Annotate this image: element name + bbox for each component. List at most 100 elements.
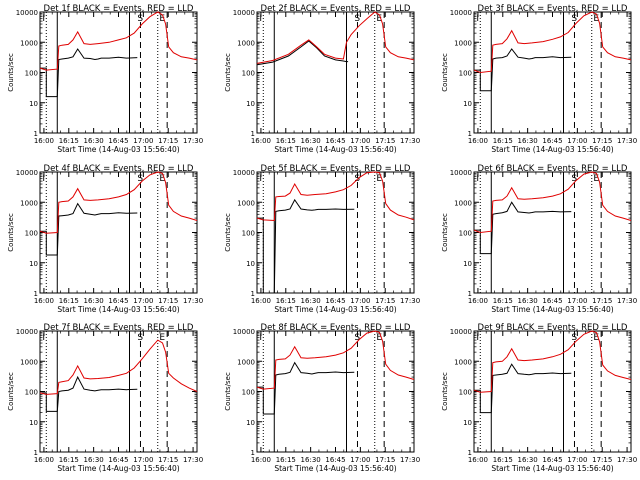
- plot-panel-8: Det 8f BLACK = Events, RED = LLD 1 10 100 10…: [224, 323, 420, 473]
- plot-frame: [39, 330, 198, 453]
- interval-marker-label: I: [42, 174, 45, 184]
- x-tick-label: 17:30: [400, 137, 420, 145]
- events-series-line: [474, 363, 572, 414]
- x-tick-label: 16:00: [34, 137, 54, 145]
- x-tick-label: 17:15: [592, 456, 612, 464]
- x-tick-label: 17:15: [158, 297, 178, 305]
- plot-panel-5: Det 5f BLACK = Events, RED = LLD 1 10 100 10…: [224, 164, 420, 314]
- plot-frame: [256, 171, 415, 294]
- interval-marker-label: S: [354, 333, 360, 343]
- x-tick-label: 16:00: [251, 456, 271, 464]
- y-tick-label: 10000: [16, 328, 38, 336]
- x-tick-label: 16:00: [251, 297, 271, 305]
- plot-title: Det 9f BLACK = Events, RED = LLD: [478, 323, 628, 333]
- y-tick-label: 10: [29, 100, 38, 108]
- y-tick-label: 10: [246, 260, 255, 268]
- x-tick-label: 16:45: [325, 297, 345, 305]
- x-tick-label: 16:15: [276, 456, 296, 464]
- events-series-line: [256, 40, 349, 66]
- x-tick-label: 17:15: [375, 137, 395, 145]
- interval-marker-label: E: [593, 14, 599, 24]
- y-tick-label: 1000: [237, 199, 255, 207]
- interval-marker-label: S: [137, 333, 143, 343]
- plot-frame: [473, 11, 632, 134]
- y-tick-label: 10000: [16, 169, 38, 177]
- y-tick-label: 1000: [20, 39, 38, 47]
- x-tick-label: 16:30: [84, 137, 104, 145]
- x-tick-label: 17:00: [567, 297, 587, 305]
- x-tick-label: 16:15: [493, 456, 513, 464]
- y-tick-label: 100: [459, 389, 472, 397]
- x-tick-label: 16:45: [542, 137, 562, 145]
- y-tick-label: 10000: [233, 169, 255, 177]
- y-tick-label: 10: [463, 260, 472, 268]
- lld-series-line: [39, 11, 198, 71]
- x-tick-label: 17:15: [158, 456, 178, 464]
- x-tick-label: 16:00: [468, 297, 488, 305]
- y-axis-label: Counts/sec: [441, 53, 449, 92]
- x-tick-label: 16:30: [84, 297, 104, 305]
- x-tick-label: 16:45: [108, 456, 128, 464]
- interval-marker-label: I: [259, 333, 262, 343]
- x-tick-label: 16:45: [108, 297, 128, 305]
- y-axis-label: Counts/sec: [441, 372, 449, 411]
- y-tick-label: 1000: [20, 358, 38, 366]
- y-tick-label: 10000: [233, 328, 255, 336]
- lld-series-line: [39, 171, 198, 234]
- x-tick-label: 16:30: [518, 297, 538, 305]
- y-axis-label: Counts/sec: [441, 213, 449, 252]
- y-tick-label: 100: [25, 230, 38, 238]
- x-tick-label: 16:30: [301, 137, 321, 145]
- y-tick-label: 1: [34, 130, 38, 138]
- interval-marker-label: E: [159, 174, 165, 184]
- x-tick-label: 16:15: [59, 456, 79, 464]
- plot-panel-2: Det 2f BLACK = Events, RED = LLD 1 10 100 10…: [224, 4, 420, 154]
- x-axis-label: Start Time (14-Aug-03 15:56:40): [274, 464, 396, 473]
- x-tick-label: 16:00: [468, 137, 488, 145]
- x-tick-label: 17:30: [400, 456, 420, 464]
- plot-title: Det 8f BLACK = Events, RED = LLD: [261, 323, 411, 333]
- plot-title: Det 4f BLACK = Events, RED = LLD: [44, 164, 194, 174]
- interval-marker-label: E: [159, 14, 165, 24]
- interval-marker-label: S: [571, 333, 577, 343]
- y-tick-label: 1: [34, 290, 38, 298]
- plot-frame: [256, 330, 415, 453]
- y-axis-label: Counts/sec: [224, 372, 232, 411]
- interval-marker-label: I: [476, 333, 479, 343]
- x-tick-label: 17:15: [592, 297, 612, 305]
- x-axis-label: Start Time (14-Aug-03 15:56:40): [491, 305, 613, 314]
- y-tick-label: 100: [242, 230, 255, 238]
- events-series-line: [257, 361, 355, 415]
- x-tick-label: 17:00: [350, 137, 370, 145]
- y-tick-label: 1: [251, 130, 255, 138]
- y-axis-label: Counts/sec: [7, 53, 15, 92]
- x-tick-label: 16:00: [468, 456, 488, 464]
- y-tick-label: 1: [251, 290, 255, 298]
- x-tick-label: 17:30: [617, 137, 637, 145]
- plot-frame: [39, 171, 198, 294]
- x-tick-label: 16:15: [493, 297, 513, 305]
- x-tick-label: 17:00: [350, 456, 370, 464]
- plot-frame: [39, 11, 198, 134]
- x-tick-label: 17:30: [183, 456, 203, 464]
- x-axis-label: Start Time (14-Aug-03 15:56:40): [491, 464, 613, 473]
- interval-marker-label: I: [42, 14, 45, 24]
- y-tick-label: 1: [251, 449, 255, 457]
- lld-series-line: [473, 11, 632, 74]
- plot-frame: [473, 330, 632, 453]
- lld-series-line: [39, 339, 198, 395]
- interval-marker-label: E: [593, 333, 599, 343]
- x-tick-label: 16:00: [34, 456, 54, 464]
- plot-panel-1: Det 1f BLACK = Events, RED = LLD 1 10 100 10…: [7, 4, 203, 154]
- plot-panel-9: Det 9f BLACK = Events, RED = LLD 1 10 100 10…: [441, 323, 637, 473]
- x-tick-label: 16:15: [493, 137, 513, 145]
- plot-title: Det 7f BLACK = Events, RED = LLD: [44, 323, 194, 333]
- x-tick-label: 17:30: [183, 297, 203, 305]
- y-tick-label: 100: [242, 389, 255, 397]
- y-axis-label: Counts/sec: [7, 372, 15, 411]
- x-axis-label: Start Time (14-Aug-03 15:56:40): [57, 305, 179, 314]
- y-tick-label: 10: [29, 260, 38, 268]
- y-axis-label: Counts/sec: [7, 213, 15, 252]
- events-series-line: [474, 48, 572, 92]
- x-tick-label: 17:15: [375, 456, 395, 464]
